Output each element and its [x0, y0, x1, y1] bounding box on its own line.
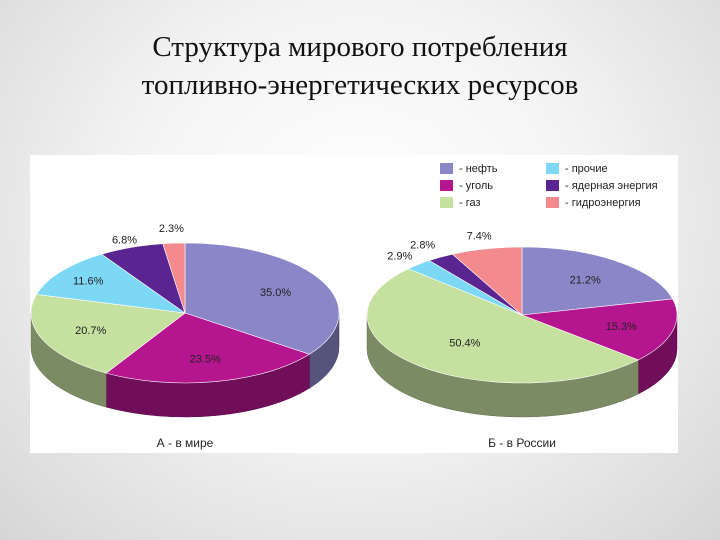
- pie-value-label: 50.4%: [449, 338, 480, 350]
- pie-value-label: 21.2%: [570, 275, 601, 287]
- pie-slice-нефть: [184, 242, 340, 355]
- chart-panel: 35.0% 23.5% 20.7% 11.6% 6.8% 2.3% А - в мире 21…: [30, 155, 678, 453]
- title-line-2: топливно-энергетических ресурсов: [141, 69, 579, 101]
- legend-swatch: [546, 180, 559, 191]
- pie-slice-прочие: [36, 253, 186, 314]
- legend-swatch: [440, 180, 453, 191]
- pie-slice-нефть: [521, 246, 674, 316]
- pie-chart-world: 35.0% 23.5% 20.7% 11.6% 6.8% 2.3% А - в мире: [30, 223, 340, 450]
- pie-value-label: 11.6%: [73, 276, 104, 288]
- pie-value-label: 2.8%: [410, 239, 435, 251]
- pie-value-label: 20.7%: [75, 325, 106, 337]
- chart-legend: - нефть - уголь - газ - прочие - ядерная эне…: [440, 159, 678, 211]
- legend-label: - газ: [459, 196, 481, 209]
- pie-caption: Б - в России: [488, 436, 556, 450]
- pie-value-label: 2.3%: [159, 223, 184, 235]
- legend-swatch: [440, 163, 453, 174]
- pie-charts: 35.0% 23.5% 20.7% 11.6% 6.8% 2.3% А - в мире 21…: [30, 223, 678, 450]
- pie-value-label: 23.5%: [190, 353, 221, 365]
- legend-label: - ядерная энергия: [565, 179, 658, 192]
- pie-slice-гидроэнергия: [451, 246, 523, 316]
- pie-caption: А - в мире: [157, 436, 214, 450]
- legend-item: - нефть: [440, 161, 498, 176]
- legend-label: - гидроэнергия: [565, 196, 641, 209]
- legend-item: - уголь: [440, 178, 493, 193]
- legend-swatch: [440, 197, 453, 208]
- pie-slice-уголь: [521, 298, 678, 361]
- legend-item: - прочие: [546, 161, 608, 176]
- legend-item: - гидроэнергия: [546, 195, 641, 210]
- legend-swatch: [546, 197, 559, 208]
- pie-value-label: 6.8%: [112, 235, 137, 247]
- pie-slice-газ: [30, 294, 186, 374]
- legend-label: - прочие: [565, 162, 608, 175]
- pie-slice-уголь: [105, 312, 311, 384]
- pie-value-label: 2.9%: [387, 250, 412, 262]
- pie-value-label: 7.4%: [467, 231, 492, 243]
- legend-item: - газ: [440, 195, 481, 210]
- pie-value-label: 35.0%: [260, 287, 291, 299]
- legend-label: - уголь: [459, 179, 494, 192]
- legend-label: - нефть: [459, 162, 498, 175]
- legend-swatch: [546, 163, 559, 174]
- pie-slice-гидроэнергия: [162, 242, 186, 314]
- pie-chart-russia: 21.2% 15.3% 50.4% 2.9%2.8% 7.4% Б - в России: [366, 231, 678, 450]
- pie-value-label: 15.3%: [606, 321, 637, 333]
- title-line-1: Структура мирового потребления: [152, 31, 568, 63]
- slide-title: Структура мирового потребления топливно-…: [40, 28, 680, 104]
- pie-slice-газ: [366, 268, 640, 384]
- legend-item: - ядерная энергия: [546, 178, 658, 193]
